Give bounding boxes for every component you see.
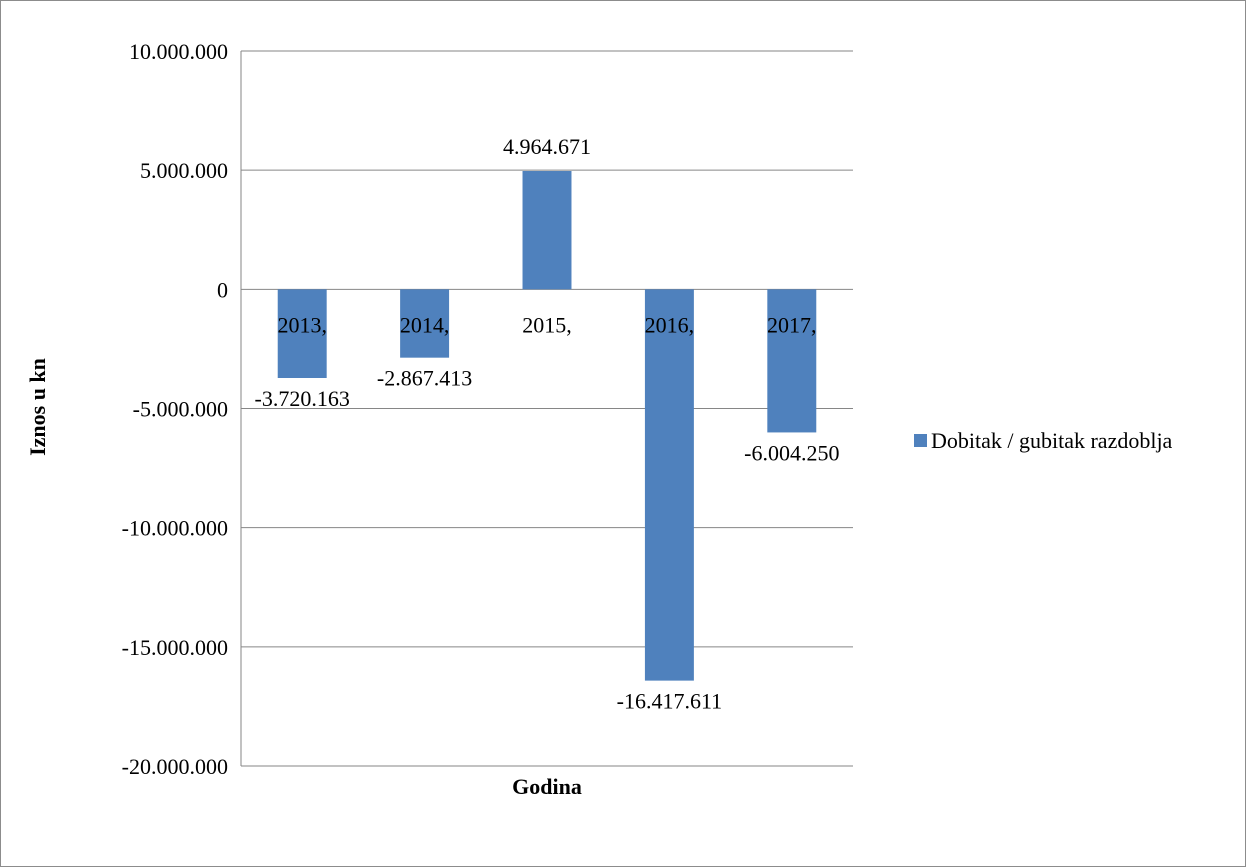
y-tick-label: 0 [217, 277, 228, 302]
legend: Dobitak / gubitak razdoblja [914, 428, 1173, 453]
category-labels: 2013, 2014, 2015, 2016, 2017, [277, 312, 816, 337]
bar-2015 [522, 171, 572, 290]
category-label: 2016, [645, 312, 695, 337]
y-tick-label: -5.000.000 [133, 397, 228, 422]
y-tick-labels: 10.000.000 5.000.000 0 -5.000.000 -10.000.00… [122, 39, 228, 779]
y-tick-label: 10.000.000 [129, 39, 228, 64]
bar-2016 [644, 289, 694, 681]
bar-2013 [277, 289, 327, 378]
data-label: -2.867.413 [377, 366, 472, 391]
bars [277, 171, 817, 681]
data-label: -16.417.611 [617, 689, 723, 714]
x-axis-title: Godina [512, 774, 582, 799]
bar-2014 [400, 289, 450, 358]
data-label: 4.964.671 [503, 134, 591, 159]
category-label: 2017, [767, 312, 817, 337]
y-tick-label: 5.000.000 [140, 158, 228, 183]
data-label: -6.004.250 [744, 440, 839, 465]
category-label: 2015, [522, 312, 572, 337]
data-labels: -3.720.163 -2.867.413 4.964.671 -16.417.611… [255, 134, 840, 714]
bar-2017 [767, 289, 817, 433]
legend-label: Dobitak / gubitak razdoblja [931, 428, 1173, 453]
data-label: -3.720.163 [255, 386, 350, 411]
category-label: 2013, [277, 312, 327, 337]
y-tick-label: -15.000.000 [122, 635, 228, 660]
y-tick-label: -10.000.000 [122, 516, 228, 541]
y-tick-label: -20.000.000 [122, 754, 228, 779]
category-label: 2014, [400, 312, 450, 337]
gridlines [241, 50, 853, 767]
y-axis-title: Iznos u kn [25, 358, 50, 456]
legend-swatch [914, 434, 927, 447]
